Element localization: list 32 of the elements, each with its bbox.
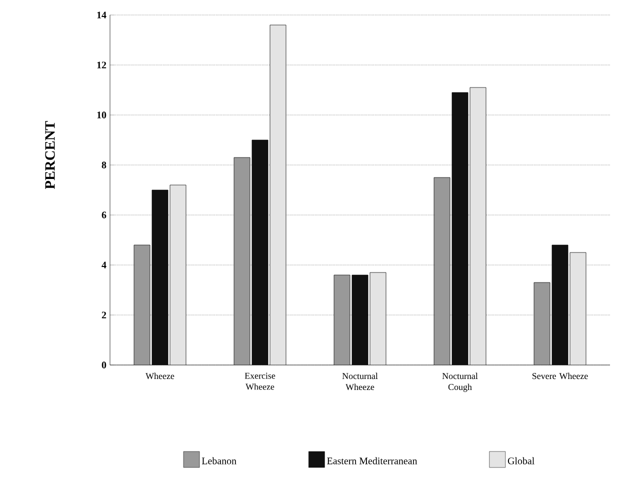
y-tick-label: 4 (102, 262, 106, 268)
legend-label: Lebanon (202, 457, 236, 464)
x-tick-label: Wheeze (146, 372, 174, 380)
y-tick-label: 12 (97, 62, 106, 68)
x-tick-label: Nocturnal Wheeze (342, 372, 378, 390)
bar (234, 157, 250, 365)
bar (370, 272, 386, 365)
y-tick-label: 2 (102, 312, 106, 318)
y-axis-title: PERCENT (45, 120, 55, 190)
x-tick-label: Severe Wheeze (532, 372, 588, 380)
legend-label: Global (508, 457, 534, 464)
bar (570, 252, 586, 365)
bar (152, 190, 168, 365)
bar (452, 92, 468, 365)
bar (534, 282, 550, 365)
bar (552, 244, 568, 365)
y-tick-label: 10 (97, 112, 106, 118)
x-tick-label: Exercise Wheeze (244, 372, 276, 390)
bar (434, 178, 450, 365)
legend-label: Eastern Mediterranean (327, 457, 418, 464)
bar (170, 185, 186, 365)
bar (252, 140, 268, 365)
bar (470, 87, 486, 365)
bar (270, 24, 286, 365)
y-tick-label: 14 (97, 12, 106, 18)
x-tick-label: Nocturnal Cough (442, 372, 478, 392)
bar (334, 275, 350, 365)
bar (352, 275, 368, 365)
bar (134, 245, 150, 365)
y-tick-label: 8 (102, 162, 106, 168)
y-tick-label: 6 (102, 212, 106, 218)
y-tick-label: 0 (102, 362, 106, 368)
